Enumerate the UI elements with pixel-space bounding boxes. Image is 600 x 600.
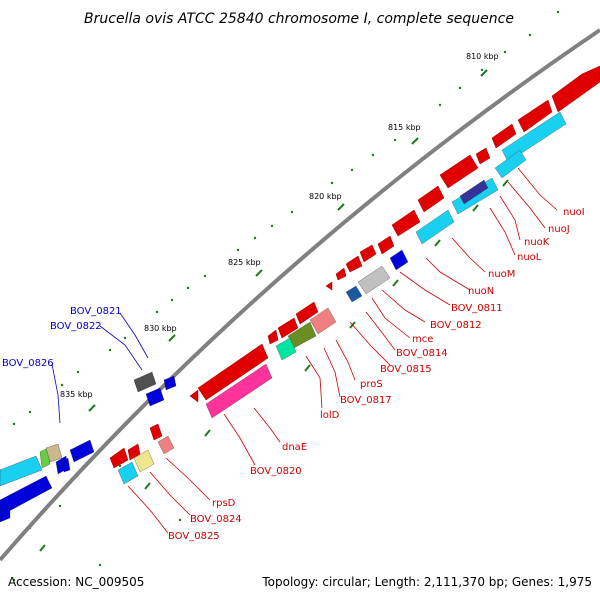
gene-label-nuoK: nuoK	[524, 237, 550, 248]
scale-dots	[12, 10, 560, 582]
gene-label-lolD: lolD	[320, 410, 340, 421]
callout-lines-red	[127, 167, 558, 534]
kbp-label: 815 kbp	[388, 123, 421, 132]
gene-label-dnaE: dnaE	[282, 442, 307, 453]
gene-label-nuoM: nuoM	[488, 269, 515, 280]
gene-label-BOV_0822: BOV_0822	[50, 321, 102, 332]
callout-lines-blue	[51, 312, 149, 424]
topology-text: Topology: circular; Length: 2,111,370 bp…	[261, 575, 592, 589]
gene-label-BOV_0826: BOV_0826	[2, 358, 54, 369]
gene-label-nuoN: nuoN	[468, 286, 494, 297]
kbp-label: 820 kbp	[309, 192, 342, 201]
gene-label-BOV_0812: BOV_0812	[430, 320, 482, 331]
forward-strand-genes[interactable]	[109, 65, 600, 469]
gene-label-BOV_0820: BOV_0820	[250, 466, 302, 477]
chromosome-backbone	[0, 28, 600, 562]
kbp-label: 830 kbp	[144, 324, 177, 333]
gene-label-BOV_0821: BOV_0821	[70, 306, 122, 317]
map-title: Brucella ovis ATCC 25840 chromosome I, c…	[84, 11, 514, 27]
kbp-labels: 810 kbp 815 kbp 820 kbp 825 kbp 830 kbp …	[60, 52, 499, 399]
gene-label-BOV_0824: BOV_0824	[190, 514, 242, 525]
left-gene-cluster[interactable]	[0, 371, 177, 523]
gene-label-nuoJ: nuoJ	[548, 224, 570, 235]
kbp-label: 835 kbp	[60, 390, 93, 399]
gene-label-mce: mce	[412, 334, 433, 345]
gene-label-BOV_0817: BOV_0817	[340, 395, 392, 406]
gene-label-BOV_0811: BOV_0811	[451, 303, 503, 314]
kbp-label: 810 kbp	[466, 52, 499, 61]
accession-text: Accession: NC_009505	[8, 575, 144, 589]
gene-label-nuoI: nuoI	[563, 207, 585, 218]
gene-label-BOV_0814: BOV_0814	[396, 348, 448, 359]
gene-label-nuoL: nuoL	[517, 252, 542, 263]
gene-label-BOV_0825: BOV_0825	[168, 531, 220, 542]
gene-label-BOV_0815: BOV_0815	[380, 364, 432, 375]
kbp-label: 825 kbp	[228, 258, 261, 267]
gene-label-proS: proS	[360, 379, 383, 390]
reverse-strand-genes[interactable]	[117, 111, 567, 485]
gene-label-rpsD: rpsD	[212, 498, 236, 509]
gene-labels: nuoI nuoJ nuoK nuoL nuoM nuoN BOV_0811 B…	[2, 207, 585, 542]
